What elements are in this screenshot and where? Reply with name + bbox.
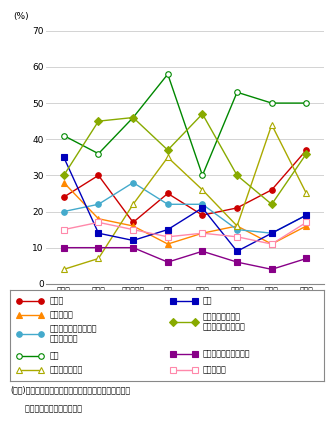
Text: (出典)「ユビキタスネット社会における情報接触及び消: (出典)「ユビキタスネット社会における情報接触及び消 bbox=[10, 385, 130, 394]
Text: (%): (%) bbox=[13, 12, 29, 21]
Text: 折り込みチラシ: 折り込みチラシ bbox=[49, 365, 82, 374]
Text: ブログ・電子掲示板・
口コミサイト: ブログ・電子掲示板・ 口コミサイト bbox=[49, 324, 97, 343]
Text: 店頭: 店頭 bbox=[49, 352, 59, 361]
Text: 雑誌・書籍: 雑誌・書籍 bbox=[49, 310, 73, 319]
Text: 費行動に関する調査研究」: 費行動に関する調査研究」 bbox=[10, 404, 82, 413]
Text: ウェブ広告・メルマガ: ウェブ広告・メルマガ bbox=[203, 349, 250, 358]
Text: テレビ: テレビ bbox=[49, 297, 63, 306]
Text: 友人・知人: 友人・知人 bbox=[203, 365, 227, 374]
Text: 新聞: 新聞 bbox=[203, 297, 212, 306]
Text: メーカーサイト・
ショッピングサイト: メーカーサイト・ ショッピングサイト bbox=[203, 312, 246, 332]
